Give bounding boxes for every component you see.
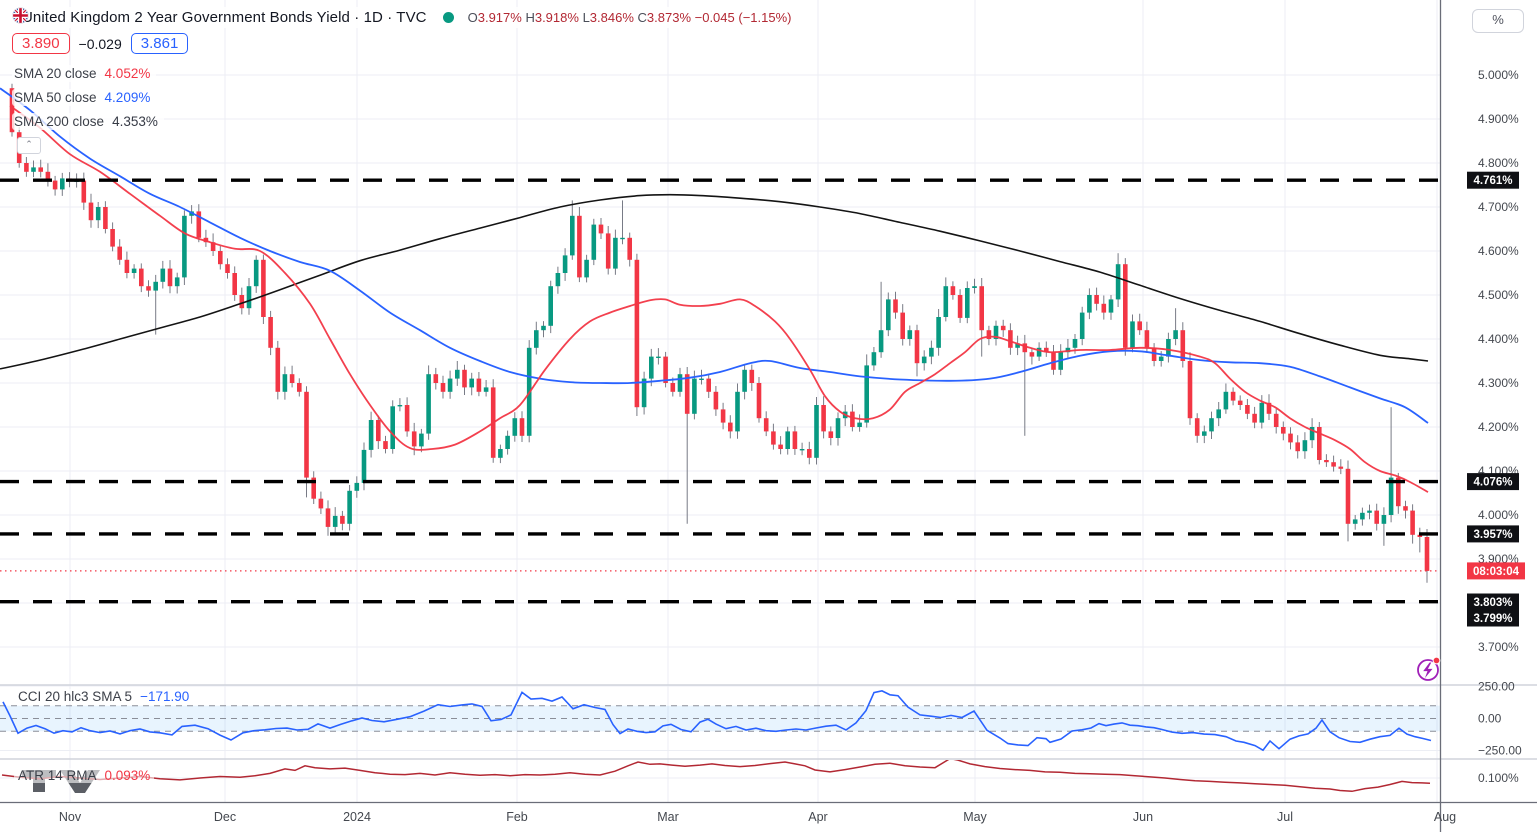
svg-text:4.300%: 4.300% xyxy=(1478,376,1519,390)
sell-price-button[interactable]: 3.890 xyxy=(12,33,70,54)
svg-text:0.00: 0.00 xyxy=(1478,712,1502,726)
svg-text:Feb: Feb xyxy=(506,810,528,824)
level-price-tag: 3.803% xyxy=(1467,593,1519,611)
svg-text:Nov: Nov xyxy=(59,810,82,824)
flash-boost-icon[interactable] xyxy=(1417,656,1441,681)
svg-text:4.900%: 4.900% xyxy=(1478,112,1519,126)
svg-text:Mar: Mar xyxy=(657,810,679,824)
level-price-tag: 4.076% xyxy=(1467,473,1519,491)
svg-text:4.000%: 4.000% xyxy=(1478,508,1519,522)
symbol-header: United Kingdom 2 Year Government Bonds Y… xyxy=(12,7,798,28)
svg-text:4.761%: 4.761% xyxy=(1473,175,1512,187)
svg-text:0.100%: 0.100% xyxy=(1478,771,1519,785)
legend-sma20[interactable]: SMA 20 close 4.052% xyxy=(12,65,157,82)
cci-pane-legend[interactable]: CCI 20 hlc3 SMA 5 −171.90 xyxy=(14,689,194,704)
atr-line xyxy=(1,760,1431,793)
bar-countdown-tag: 08:03:04 xyxy=(1467,562,1525,580)
svg-text:4.700%: 4.700% xyxy=(1478,200,1519,214)
market-open-dot-icon[interactable] xyxy=(442,12,454,23)
price-scale-unit-button[interactable]: % xyxy=(1472,9,1524,33)
svg-text:5.000%: 5.000% xyxy=(1478,68,1519,82)
svg-text:Aug: Aug xyxy=(1434,810,1456,824)
sma-50-line xyxy=(0,87,1429,424)
support-resistance-lines[interactable] xyxy=(0,178,1440,604)
time-axis[interactable]: Nov Dec 2024 Feb Mar Apr May Jun Jul Aug xyxy=(59,810,1456,824)
svg-text:4.200%: 4.200% xyxy=(1478,420,1519,434)
price-pane[interactable] xyxy=(0,83,1430,583)
svg-text:4.400%: 4.400% xyxy=(1478,332,1519,346)
level-price-tag: 3.957% xyxy=(1467,525,1519,543)
svg-text:4.500%: 4.500% xyxy=(1478,288,1519,302)
sma-20-line xyxy=(9,105,1429,493)
svg-text:4.800%: 4.800% xyxy=(1478,156,1519,170)
svg-text:2024: 2024 xyxy=(343,810,371,824)
svg-text:08:03:04: 08:03:04 xyxy=(1473,566,1520,578)
svg-text:Dec: Dec xyxy=(214,810,236,824)
svg-text:Jun: Jun xyxy=(1133,810,1153,824)
svg-text:4.076%: 4.076% xyxy=(1473,477,1512,489)
symbol-title[interactable]: United Kingdom 2 Year Government Bonds Y… xyxy=(22,9,427,26)
level-price-tag: 4.761% xyxy=(1467,171,1519,189)
spread-value: −0.029 xyxy=(78,35,122,52)
svg-text:Apr: Apr xyxy=(808,810,827,824)
legend-collapse-button[interactable]: ⌃ xyxy=(17,137,41,154)
svg-text:3.957%: 3.957% xyxy=(1473,529,1512,541)
cci-line xyxy=(2,690,1432,752)
svg-text:3.803%: 3.803% xyxy=(1473,597,1512,609)
legend-sma50[interactable]: SMA 50 close 4.209% xyxy=(12,89,157,106)
buy-price-button[interactable]: 3.861 xyxy=(130,33,189,54)
candles-layer xyxy=(9,83,1430,583)
svg-text:250.00: 250.00 xyxy=(1478,680,1515,694)
svg-text:Jul: Jul xyxy=(1277,810,1293,824)
svg-text:3.799%: 3.799% xyxy=(1473,613,1512,625)
svg-text:−250.00: −250.00 xyxy=(1478,744,1522,758)
atr-pane-legend[interactable]: ATR 14 RMA 0.093% xyxy=(14,768,155,783)
bid-ask-row: 3.890 −0.029 3.861 xyxy=(12,33,189,54)
cci-pane[interactable] xyxy=(0,690,1440,752)
sma-200-line xyxy=(0,193,1429,370)
atr-pane[interactable] xyxy=(1,759,1431,793)
ohlc-values: O3.917% H3.918% L3.846% C3.873% −0.045 (… xyxy=(467,10,792,25)
svg-text:May: May xyxy=(963,810,987,824)
svg-text:3.700%: 3.700% xyxy=(1478,640,1519,654)
legend-sma200[interactable]: SMA 200 close 4.353% xyxy=(12,113,164,130)
price-axis[interactable]: 5.000% 4.900% 4.800% 4.700% 4.600% 4.500% 4.40… xyxy=(1478,68,1522,785)
level-price-tag: 3.799% xyxy=(1467,609,1519,627)
svg-text:4.600%: 4.600% xyxy=(1478,244,1519,258)
chevron-up-icon: ⌃ xyxy=(25,139,33,149)
